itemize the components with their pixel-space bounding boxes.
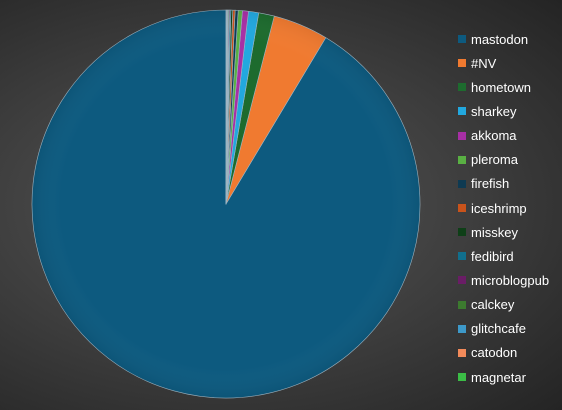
legend-swatch (458, 107, 466, 116)
legend-item: firefish (458, 172, 549, 196)
legend-label: glitchcafe (471, 321, 526, 337)
legend-swatch (458, 204, 466, 213)
legend-item: fedibird (458, 244, 549, 268)
legend-label: iceshrimp (471, 200, 527, 216)
legend-swatch (458, 155, 466, 164)
legend-item: mastodon (458, 27, 549, 51)
legend-swatch (458, 324, 466, 333)
legend-label: calckey (471, 297, 515, 313)
legend-swatch (458, 348, 466, 357)
legend-item: magnetar (458, 365, 549, 389)
legend-swatch (458, 35, 466, 44)
legend-label: fedibird (471, 248, 514, 264)
legend-swatch (458, 276, 466, 285)
legend-label: #NV (471, 55, 497, 71)
legend-item: glitchcafe (458, 317, 549, 341)
legend-item: hometown (458, 75, 549, 99)
legend-swatch (458, 179, 466, 188)
legend-label: pleroma (471, 152, 518, 168)
legend-label: catodon (471, 345, 518, 361)
legend-item: #NV (458, 51, 549, 75)
legend-label: akkoma (471, 128, 517, 144)
legend-swatch (458, 300, 466, 309)
legend: mastodon #NV hometown sharkey akkoma pleroma f… (458, 27, 549, 389)
legend-swatch (458, 59, 466, 68)
legend-item: calckey (458, 293, 549, 317)
legend-label: microblogpub (471, 272, 550, 288)
legend-swatch (458, 228, 466, 237)
legend-item: catodon (458, 341, 549, 365)
legend-label: magnetar (471, 369, 526, 385)
legend-item: misskey (458, 220, 549, 244)
pie-slices (31, 9, 421, 399)
legend-item: iceshrimp (458, 196, 549, 220)
legend-label: misskey (471, 224, 518, 240)
legend-label: firefish (471, 176, 510, 192)
legend-item: microblogpub (458, 268, 549, 292)
legend-item: pleroma (458, 148, 549, 172)
legend-swatch (458, 252, 466, 261)
legend-item: akkoma (458, 124, 549, 148)
legend-label: hometown (471, 79, 531, 95)
legend-item: sharkey (458, 99, 549, 123)
legend-swatch (458, 83, 466, 92)
legend-swatch (458, 131, 466, 140)
legend-label: mastodon (471, 31, 529, 47)
legend-swatch (458, 373, 466, 382)
legend-label: sharkey (471, 103, 517, 119)
